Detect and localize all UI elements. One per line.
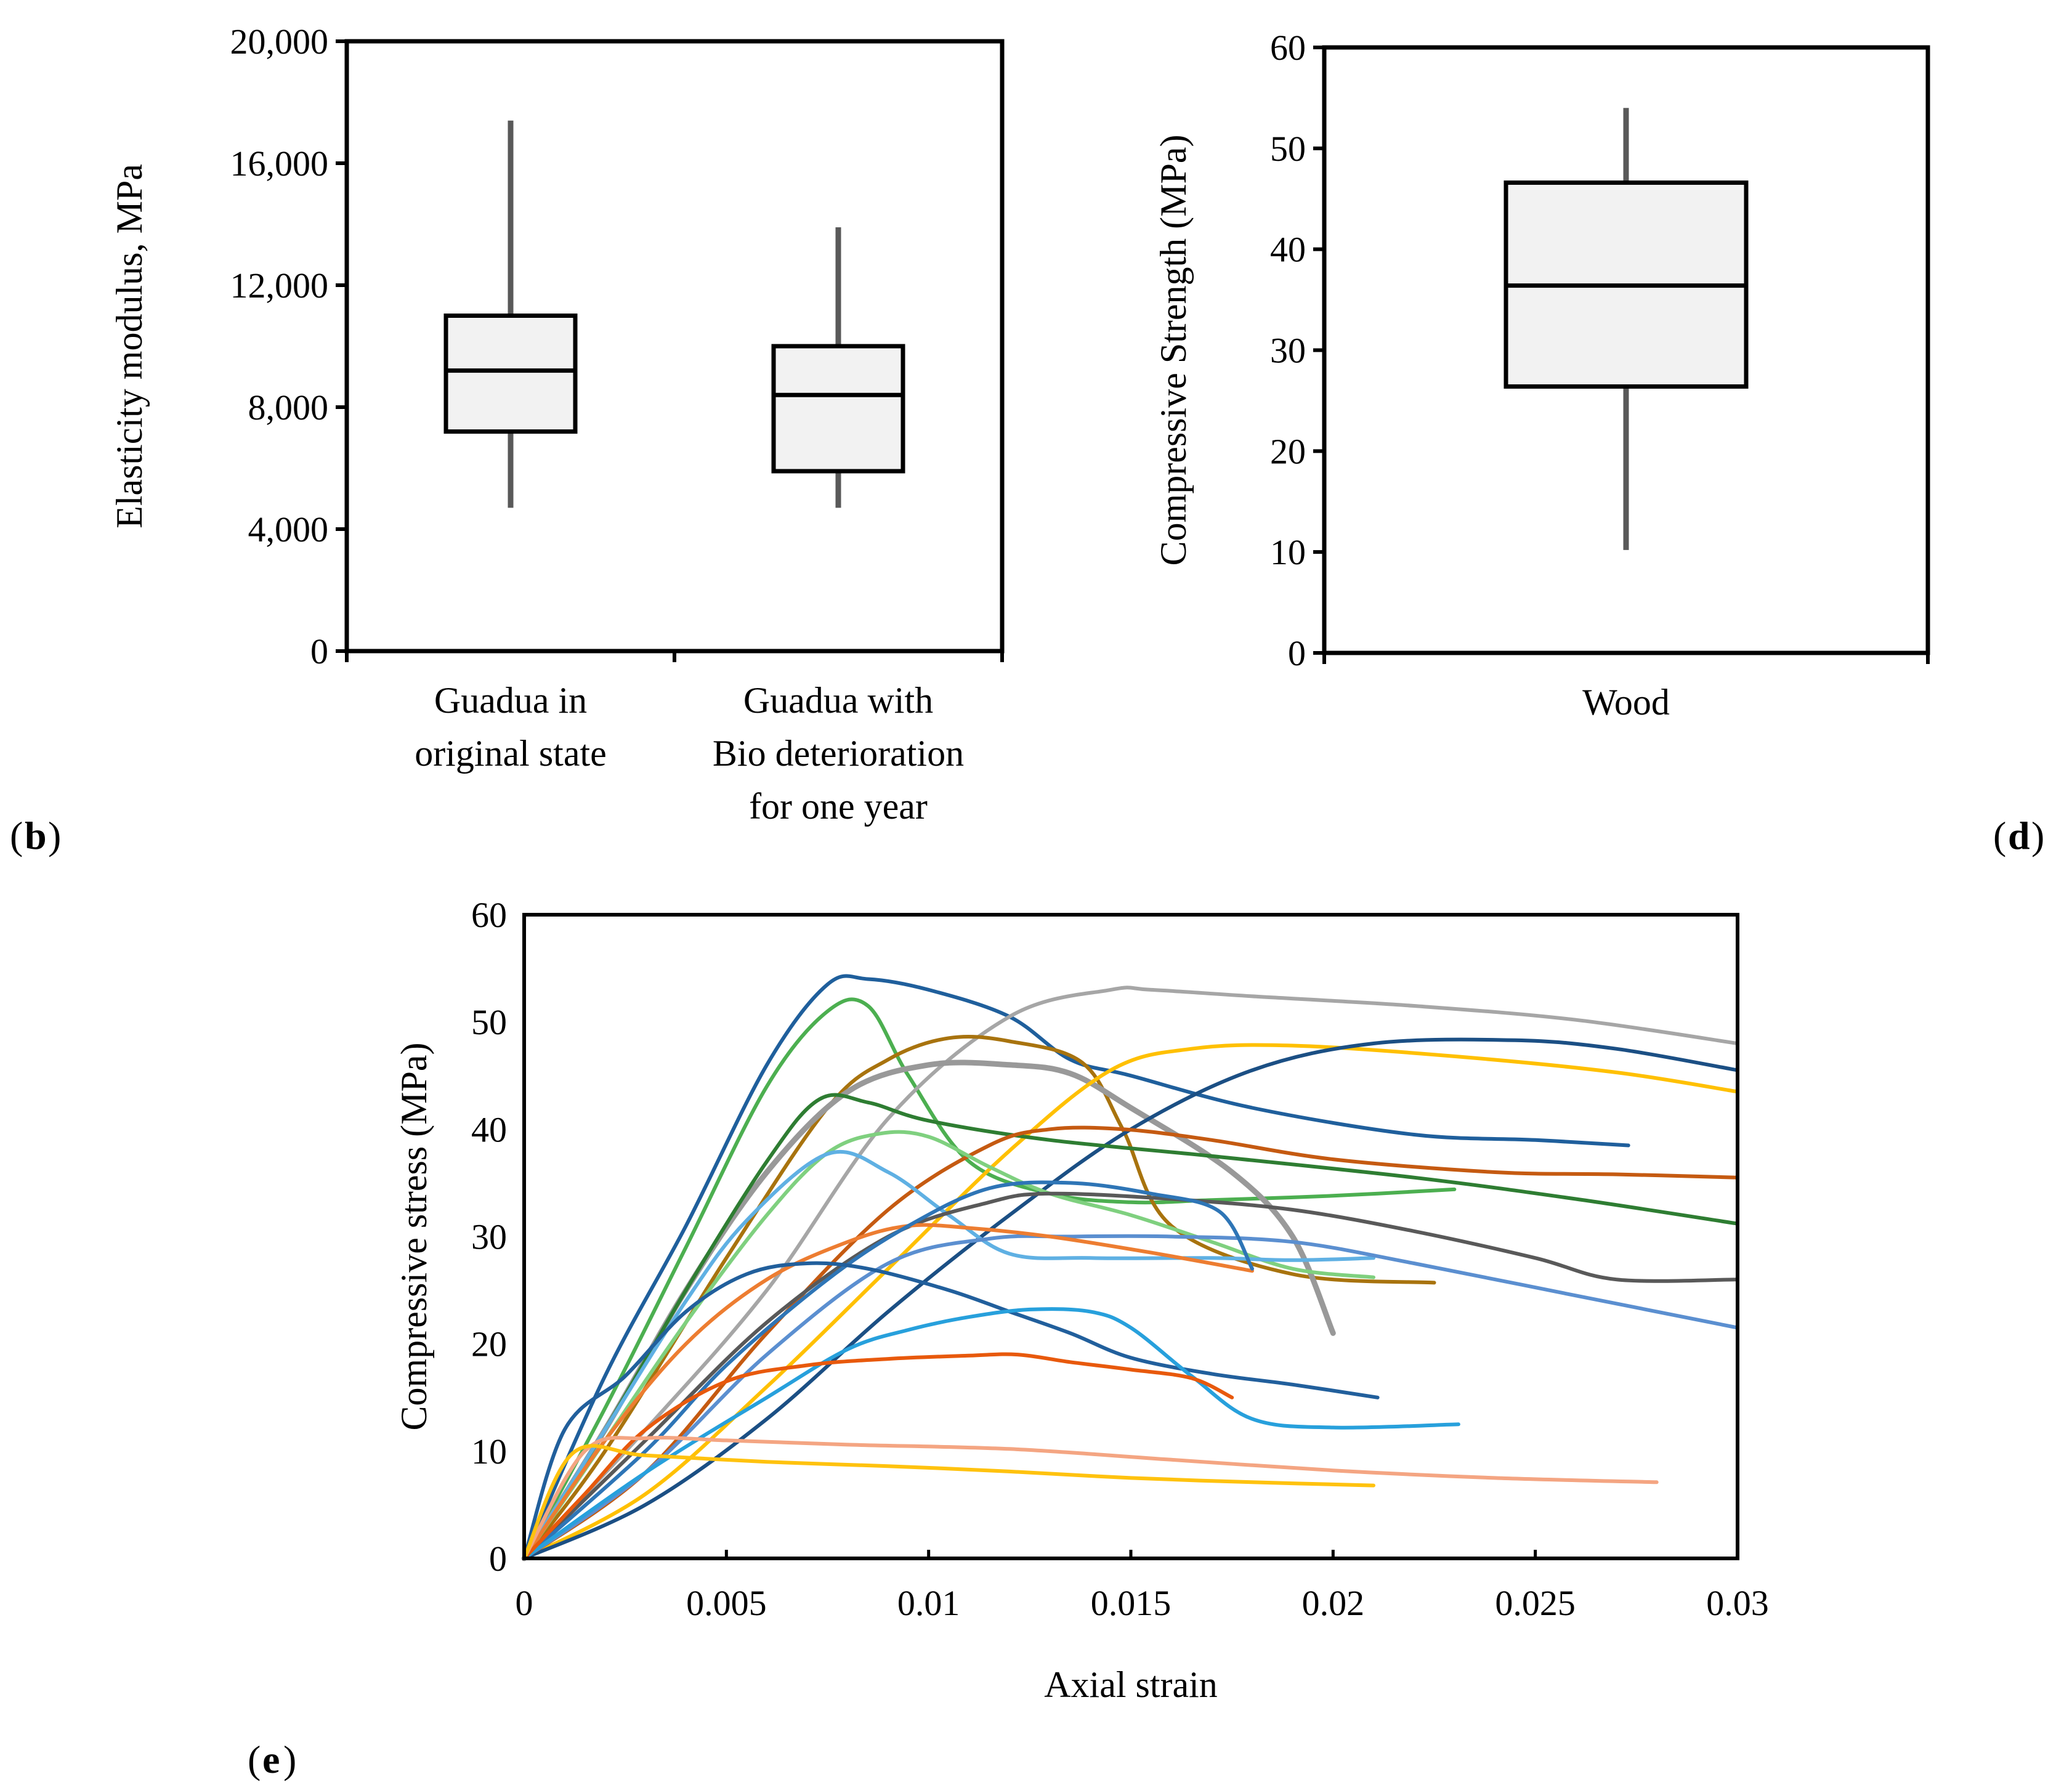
y-tick-label: 10 [471,1432,507,1472]
y-tick-label: 20 [1270,431,1306,471]
y-tick-label: 0 [1288,633,1306,673]
chart-d-boxes [1503,108,1749,550]
category-label: Bio deterioration [713,733,964,774]
y-tick-label: 16,000 [230,144,329,184]
series-line-8 [522,1093,1739,1560]
x-tick-label: 0.02 [1302,1583,1365,1623]
x-tick-label: 0.005 [686,1583,767,1623]
y-tick-label: 60 [471,895,507,935]
y-tick-label: 12,000 [230,265,329,306]
panel-label-e-close: ) [283,1738,296,1781]
y-tick-label: 0 [310,631,328,671]
chart-e-stress-strain: 0 10 20 30 40 50 60 0 0.005 0.01 0.015 0.02 0.025 0.… [394,895,1769,1705]
series-line-12 [522,1191,1739,1560]
chart-d-y-axis: 0 10 20 30 40 50 60 [1270,28,1324,673]
x-tick-label: 0 [516,1583,533,1623]
series-line-13 [522,1234,1739,1560]
panel-label-d: d [2008,814,2030,857]
series-line-11 [522,1149,1375,1560]
chart-d-x-axis: Wood [1322,653,1930,723]
series-line-14 [522,1223,1254,1560]
box-1 [443,120,578,508]
panel-label-d-close: ) [2031,814,2044,857]
panel-label-d-open: ( [1993,814,2006,857]
panel-label-e-group: ( e ) [248,1738,296,1781]
series-line-1 [522,974,1630,1560]
panel-label-b-close: ) [48,814,61,857]
category-label: original state [415,733,607,774]
y-tick-label: 60 [1270,28,1306,68]
panel-label-d-group: ( d ) [1993,814,2044,857]
series-line-7 [522,1037,1739,1560]
y-tick-label: 10 [1270,532,1306,572]
chart-e-x-axis-title: Axial strain [1044,1664,1218,1705]
panel-label-b-group: ( b ) [10,814,61,857]
series-line-18 [522,1352,1234,1560]
x-tick-label: 0.025 [1495,1583,1576,1623]
panel-label-e-open: ( [248,1738,261,1781]
x-tick-label: 0.01 [897,1583,960,1623]
series-line-19 [522,1435,1659,1560]
chart-b-boxes [443,120,905,508]
panel-label-b: b [25,814,47,857]
chart-b-y-axis-title: Elasticity modulus, MPa [109,164,150,528]
y-tick-label: 50 [1270,129,1306,169]
chart-d-compressive-strength: 0 10 20 30 40 50 60 Wood Compressive Strength … [1153,28,1930,723]
series-line-2 [522,997,1457,1560]
category-label: for one year [749,786,928,827]
box-1 [1503,108,1749,550]
chart-e-y-axis-title: Compressive stress (MPa) [394,1043,434,1431]
y-tick-label: 30 [471,1217,507,1257]
x-tick-label: 0.03 [1706,1583,1769,1623]
x-tick-label: 0.015 [1091,1583,1172,1623]
series-line-6 [522,1043,1739,1560]
series-line-10 [522,1130,1375,1560]
series-line-17 [522,1307,1460,1560]
y-tick-label: 0 [489,1539,507,1579]
category-label: Guadua with [743,680,933,721]
y-tick-label: 20,000 [230,22,329,62]
chart-b-y-axis: 0 4,000 8,000 12,000 16,000 20,000 [230,22,347,671]
chart-b-x-axis: Guadua in original state Guadua with Bio de… [345,651,1004,827]
y-tick-label: 50 [471,1002,507,1042]
y-tick-label: 40 [471,1109,507,1149]
y-tick-label: 4,000 [248,509,329,549]
series-line-3 [522,986,1739,1560]
y-tick-label: 40 [1270,230,1306,270]
chart-e-y-axis: 0 10 20 30 40 50 60 [471,895,507,1579]
series-line-20 [522,1444,1375,1560]
box-2 [771,227,905,508]
chart-e-x-axis: 0 0.005 0.01 0.015 0.02 0.025 0.03 [516,1550,1769,1623]
category-label: Wood [1582,682,1670,723]
box-iqr [771,344,905,474]
category-label: Guadua in [434,680,587,721]
y-tick-label: 20 [471,1324,507,1364]
chart-d-y-axis-title: Compressive Strength (MPa) [1153,135,1194,566]
panel-label-b-open: ( [10,814,23,857]
chart-e-series-lines [521,974,1739,1561]
series-line-16 [522,1261,1380,1560]
box-iqr [443,314,578,434]
chart-b-elasticity-modulus: 0 4,000 8,000 12,000 16,000 20,000 Guadua in o… [109,22,1005,827]
y-tick-label: 8,000 [248,387,329,427]
series-line-15 [522,1180,1254,1560]
y-tick-label: 30 [1270,331,1306,371]
panel-label-e: e [262,1738,280,1781]
